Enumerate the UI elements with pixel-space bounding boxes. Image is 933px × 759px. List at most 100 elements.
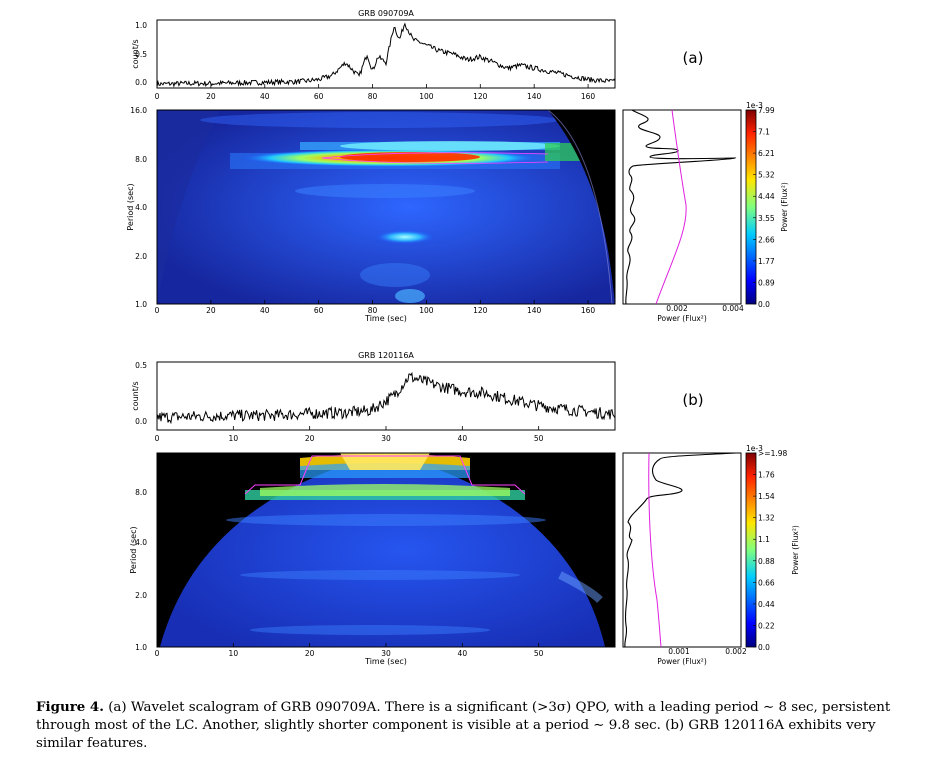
cb-tick-b-7: 0.44 — [758, 600, 775, 609]
panel-b: GRB 120116A (b) 0 10 20 30 40 50 0.5 0.0 coun… — [129, 351, 800, 666]
colorbar-a — [745, 109, 757, 305]
lc-ylabel-b: count/s — [131, 381, 140, 410]
gp-xtick-a-0: 0.002 — [666, 304, 688, 313]
lc-xtick-b-2: 20 — [305, 434, 315, 443]
lc-ytick-b-1: 0.0 — [135, 417, 147, 426]
global-power-curve-a — [625, 109, 737, 305]
lightcurve-title-a: GRB 090709A — [358, 9, 414, 18]
colorbar-ticks-a: 7.99 7.1 6.21 5.32 4.44 3.55 2.66 1.77 0.89 0.0 — [753, 106, 775, 309]
lc-xtick-a-1: 20 — [206, 92, 216, 101]
lc-xtick-a-7: 140 — [527, 92, 542, 101]
lc-xtick-b-5: 50 — [534, 434, 544, 443]
lightcurve-title-b: GRB 120116A — [358, 351, 414, 360]
lc-ytick-a-0: 1.0 — [135, 21, 147, 30]
significance-curve-b — [648, 452, 662, 648]
sc-xtick-b-1: 10 — [229, 649, 239, 658]
sc-ylabel-b: Period (sec) — [129, 526, 138, 573]
sc-ytick-b-3: 1.0 — [135, 643, 147, 652]
cb-tick-a-1: 7.1 — [758, 128, 770, 137]
sc-ytick-b-0: 8.0 — [135, 488, 147, 497]
sc-ytick-b-2: 2.0 — [135, 591, 147, 600]
sc-xtick-b-2: 20 — [305, 649, 315, 658]
lc-ytick-b-0: 0.5 — [135, 361, 147, 370]
cb-tick-a-8: 0.89 — [758, 278, 775, 287]
lc-xtick-a-4: 80 — [368, 92, 378, 101]
scalogram-xticks-b: 0 10 20 30 40 50 — [155, 643, 544, 658]
sc-xtick-b-3: 30 — [381, 649, 391, 658]
sc-xtick-a-0: 0 — [155, 306, 160, 315]
lightcurve-axes-b — [156, 361, 616, 431]
lc-xtick-a-8: 160 — [581, 92, 596, 101]
lc-xtick-a-2: 40 — [260, 92, 270, 101]
lc-xtick-a-6: 120 — [473, 92, 488, 101]
caption-text: (a) Wavelet scalogram of GRB 090709A. Th… — [36, 700, 891, 751]
sc-xtick-b-5: 50 — [534, 649, 544, 658]
global-power-curve-b — [624, 452, 737, 648]
cb-tick-a-0: 7.99 — [758, 106, 775, 115]
sc-xlabel-b: Time (sec) — [364, 657, 407, 666]
sc-ytick-b-1: 4.0 — [135, 538, 147, 547]
sc-xtick-a-2: 40 — [260, 306, 270, 315]
sc-xtick-a-4: 80 — [368, 306, 378, 315]
scalogram-heatmap-b — [160, 453, 605, 647]
sc-xtick-b-4: 40 — [458, 649, 468, 658]
panel-a: GRB 090709A (a) 0 20 40 60 80 100 120 140 160 1.… — [126, 9, 789, 323]
sc-xtick-a-1: 20 — [206, 306, 216, 315]
lightcurve-line-a: 0 20 40 60 80 100 120 140 160 — [155, 22, 616, 101]
gp-xlabel-b: Power (Flux²) — [657, 657, 707, 666]
cb-tick-b-1: 1.76 — [758, 471, 775, 480]
colorbar-b — [745, 452, 757, 648]
cb-tick-b-9: 0.0 — [758, 643, 770, 652]
cb-tick-a-4: 4.44 — [758, 192, 775, 201]
sc-ytick-a-3: 2.0 — [135, 252, 147, 261]
global-power-axes-a — [622, 109, 742, 305]
figure: GRB 090709A (a) 0 20 40 60 80 100 120 140 160 1.… — [126, 9, 800, 666]
sc-ylabel-a: Period (sec) — [126, 183, 135, 230]
colorbar-label-a: Power (Flux²) — [780, 182, 789, 232]
cb-tick-b-3: 1.32 — [758, 514, 775, 523]
panel-label-a: (a) — [683, 49, 704, 67]
global-power-axes-b — [622, 452, 742, 648]
caption-label: Figure 4. — [36, 699, 104, 715]
sc-xtick-a-3: 60 — [314, 306, 324, 315]
sc-xtick-a-6: 120 — [473, 306, 488, 315]
sc-xlabel-a: Time (sec) — [364, 314, 407, 323]
gp-xlabel-a: Power (Flux²) — [657, 314, 707, 323]
sc-ytick-a-0: 16.0 — [130, 106, 147, 115]
lc-ytick-a-1: 0.5 — [135, 50, 147, 59]
panel-label-b: (b) — [682, 391, 703, 409]
lightcurve-axes-a — [156, 19, 616, 89]
cb-tick-a-3: 5.32 — [758, 171, 775, 180]
lc-xtick-b-0: 0 — [155, 434, 160, 443]
gp-xtick-b-0: 0.001 — [668, 647, 690, 656]
colorbar-ticks-b: >=1.98 1.76 1.54 1.32 1.1 0.88 0.66 0.44 0.22 0.0 — [753, 449, 787, 652]
scalogram-heatmap-a — [157, 110, 615, 304]
cb-tick-b-8: 0.22 — [758, 621, 775, 630]
cb-tick-a-6: 2.66 — [758, 235, 775, 244]
lc-xtick-a-5: 100 — [419, 92, 434, 101]
sc-xtick-a-8: 160 — [581, 306, 596, 315]
lc-xtick-b-1: 10 — [229, 434, 239, 443]
gp-xtick-a-1: 0.004 — [722, 304, 744, 313]
cb-tick-b-4: 1.1 — [758, 535, 770, 544]
significance-curve-a — [655, 109, 687, 305]
cb-tick-b-0: >=1.98 — [758, 449, 787, 458]
sc-xtick-a-7: 140 — [527, 306, 542, 315]
sc-ytick-a-2: 4.0 — [135, 203, 147, 212]
cb-tick-b-6: 0.66 — [758, 578, 775, 587]
lightcurve-path-a — [156, 22, 616, 88]
gp-xtick-b-1: 0.002 — [725, 647, 747, 656]
lc-xtick-b-3: 30 — [381, 434, 391, 443]
colorbar-scale-b: 1e-3 — [746, 444, 763, 453]
sc-xtick-a-5: 100 — [419, 306, 434, 315]
lc-ylabel-a: count/s — [131, 39, 140, 68]
sc-xtick-b-0: 0 — [155, 649, 160, 658]
colorbar-label-b: Power (Flux²) — [791, 525, 800, 575]
cb-tick-a-5: 3.55 — [758, 214, 775, 223]
scalogram-axes-a — [156, 109, 616, 305]
lc-xtick-b-4: 40 — [458, 434, 468, 443]
sc-ytick-a-4: 1.0 — [135, 300, 147, 309]
lightcurve-line-b: 0 10 20 30 40 50 — [155, 371, 616, 443]
cb-tick-b-2: 1.54 — [758, 492, 775, 501]
figure-caption: Figure 4. (a) Wavelet scalogram of GRB 0… — [36, 698, 896, 753]
